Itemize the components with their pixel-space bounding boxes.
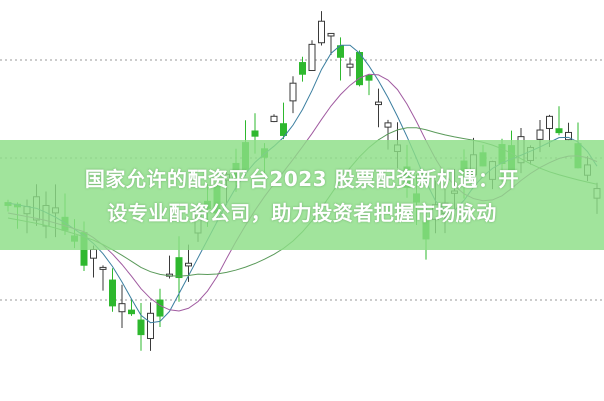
candle-body [536, 129, 544, 140]
candle-body [118, 303, 126, 313]
candle-body [555, 128, 563, 134]
candle-body [346, 63, 354, 68]
candle-body [384, 122, 392, 128]
headline-line-1: 国家允许的配资平台2023 股票配资新机遇：开 [84, 167, 520, 191]
candle-body [365, 74, 373, 81]
headline-banner [0, 140, 604, 250]
candle-body [546, 115, 553, 129]
candle-body [565, 131, 572, 141]
candle-body [280, 123, 287, 136]
candle-body [251, 130, 259, 137]
candle-body [270, 115, 278, 123]
candle-body [90, 249, 97, 259]
candle-body [308, 43, 316, 72]
headline: 国家允许的配资平台2023 股票配资新机遇：开 设专业配资公司，助力投资者把握市… [0, 162, 604, 230]
candle-body [137, 319, 145, 336]
candle-body [147, 312, 154, 340]
candle-body [375, 101, 382, 106]
candle-body [289, 82, 297, 102]
candle-body [175, 257, 183, 279]
candle-body [327, 32, 335, 37]
headline-line-2: 设专业配资公司，助力投资者把握市场脉动 [107, 201, 497, 225]
candle-body [109, 279, 116, 307]
candle-body [299, 62, 306, 75]
candle-body [128, 309, 135, 315]
candle-body [185, 262, 192, 267]
candle-body [318, 20, 325, 44]
candle-body [99, 266, 107, 270]
candle-body [156, 299, 164, 317]
